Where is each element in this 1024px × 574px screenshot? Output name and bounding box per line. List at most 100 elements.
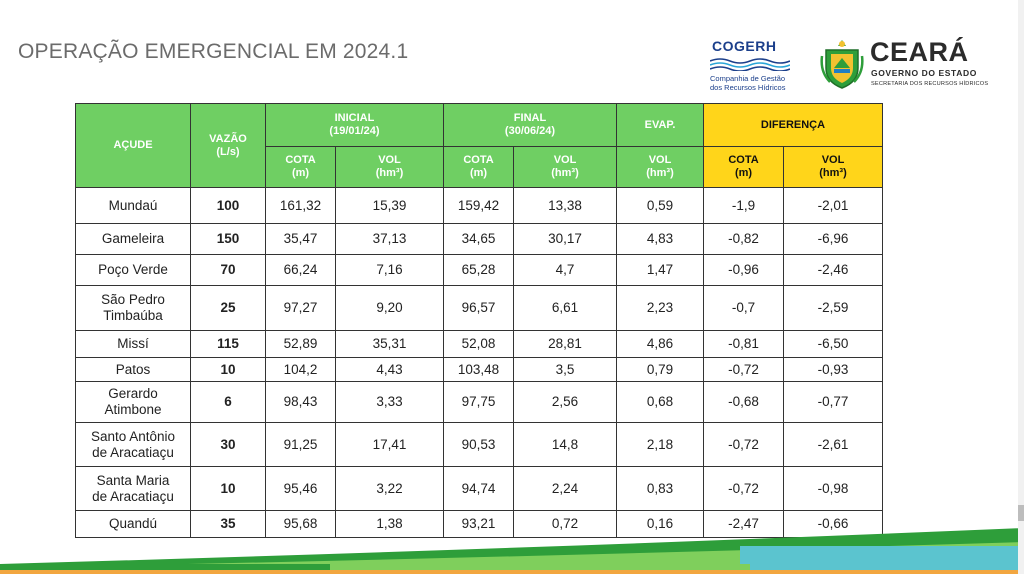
- table-row: Patos 10 104,2 4,43 103,48 3,5 0,79 -0,72 -0,93: [75, 357, 883, 382]
- cell-dif-vol: -6,50: [783, 330, 883, 358]
- acude-name-line: Patos: [115, 361, 151, 377]
- cell-evap-vol: 4,86: [616, 330, 704, 358]
- cogerh-logo: COGERH Companhia de Gestão dos Recursos …: [706, 38, 798, 98]
- cell-acude: Missí: [75, 330, 191, 358]
- header-cota-unit: (m): [734, 167, 753, 179]
- cell-evap-vol: 0,79: [616, 357, 704, 382]
- cell-final-cota: 94,74: [443, 466, 514, 511]
- cell-inicial-vol: 3,33: [335, 381, 444, 423]
- cell-dif-cota: -0,72: [703, 466, 784, 511]
- acude-name-line: Gameleira: [101, 231, 165, 246]
- cell-vazao: 70: [190, 254, 266, 286]
- cell-evap-vol: 2,18: [616, 422, 704, 467]
- table-row: Poço Verde 70 66,24 7,16 65,28 4,7 1,47 -0,96 -2…: [75, 254, 883, 286]
- acude-name-line: Atimbone: [104, 402, 162, 417]
- cell-dif-cota: -0,72: [703, 357, 784, 382]
- cell-final-vol: 0,72: [513, 510, 617, 538]
- cell-final-cota: 52,08: [443, 330, 514, 358]
- acude-name-line: Gerardo: [108, 386, 158, 401]
- header-vazao-label: VAZÃO: [209, 132, 247, 145]
- cell-vazao: 150: [190, 223, 266, 255]
- cell-dif-vol: -6,96: [783, 223, 883, 255]
- water-waves-icon: [710, 58, 790, 71]
- acude-name-line: Santo Antônio: [90, 428, 176, 444]
- bottom-stripes-decoration: [0, 528, 1024, 574]
- cell-vazao: 25: [190, 285, 266, 331]
- header-inicial-date: (19/01/24): [329, 125, 380, 137]
- reservoir-table: AÇUDE VAZÃO (L/s) INICIAL (19/01/24) FIN…: [75, 103, 883, 538]
- cell-final-vol: 2,56: [513, 381, 617, 423]
- cell-dif-vol: -2,46: [783, 254, 883, 286]
- header-vol-label: VOL: [553, 154, 577, 166]
- cell-dif-cota: -0,72: [703, 422, 784, 467]
- header-evap-vol: VOL (hm³): [616, 146, 704, 188]
- table-body: Mundaú 100 161,32 15,39 159,42 13,38 0,59 -1,9-…: [75, 187, 883, 538]
- acude-name-line: Timbaúba: [103, 308, 163, 323]
- cell-inicial-cota: 104,2: [265, 357, 336, 382]
- cell-final-cota: 90,53: [443, 422, 514, 467]
- cell-dif-vol: -2,59: [783, 285, 883, 331]
- cell-evap-vol: 4,83: [616, 223, 704, 255]
- cell-final-vol: 30,17: [513, 223, 617, 255]
- cell-final-vol: 4,7: [513, 254, 617, 286]
- header-cota-label: COTA: [728, 154, 759, 166]
- cell-vazao: 100: [190, 187, 266, 224]
- cell-dif-cota: -0,81: [703, 330, 784, 358]
- cell-inicial-vol: 15,39: [335, 187, 444, 224]
- header-vazao-unit: (L/s): [216, 145, 240, 158]
- header-acude: AÇUDE: [75, 103, 191, 188]
- cell-inicial-vol: 1,38: [335, 510, 444, 538]
- cell-final-cota: 96,57: [443, 285, 514, 331]
- cell-inicial-cota: 66,24: [265, 254, 336, 286]
- cell-final-cota: 34,65: [443, 223, 514, 255]
- cell-inicial-cota: 98,43: [265, 381, 336, 423]
- acude-name-line: São Pedro: [101, 292, 165, 307]
- header-vazao: VAZÃO (L/s): [190, 103, 266, 188]
- cell-dif-cota: -0,96: [703, 254, 784, 286]
- header-inicial-vol: VOL (hm³): [335, 146, 444, 188]
- cell-vazao: 6: [190, 381, 266, 423]
- cell-dif-vol: -0,66: [783, 510, 883, 538]
- cell-vazao: 10: [190, 357, 266, 382]
- cell-acude: Poço Verde: [75, 254, 191, 286]
- cell-final-cota: 97,75: [443, 381, 514, 423]
- scrollbar-thumb[interactable]: [1018, 505, 1024, 521]
- cell-vazao: 10: [190, 466, 266, 511]
- header-final-label: FINAL: [513, 112, 547, 124]
- cell-final-vol: 13,38: [513, 187, 617, 224]
- header-vol-unit: (hm³): [646, 167, 674, 179]
- header-vol-label: VOL: [378, 154, 401, 166]
- cell-inicial-cota: 161,32: [265, 187, 336, 224]
- cell-evap-vol: 0,59: [616, 187, 704, 224]
- vertical-scrollbar[interactable]: [1018, 0, 1024, 574]
- cell-inicial-vol: 37,13: [335, 223, 444, 255]
- cell-inicial-cota: 35,47: [265, 223, 336, 255]
- cogerh-subtitle-line: dos Recursos Hídricos: [710, 83, 786, 92]
- cell-evap-vol: 0,68: [616, 381, 704, 423]
- cell-evap-vol: 0,16: [616, 510, 704, 538]
- acude-name-line: de Aracatiaçu: [92, 444, 174, 460]
- header-dif-cota: COTA (m): [703, 146, 784, 188]
- table-row: Santa Maria de Aracatiaçu 10 95,46 3,22 94,74…: [75, 466, 883, 511]
- header-vol-label: VOL: [648, 154, 672, 166]
- cell-dif-cota: -0,82: [703, 223, 784, 255]
- acude-name-line: de Aracatiaçu: [92, 488, 174, 504]
- cell-final-vol: 14,8: [513, 422, 617, 467]
- cell-dif-vol: -2,61: [783, 422, 883, 467]
- cell-vazao: 115: [190, 330, 266, 358]
- cell-evap-vol: 1,47: [616, 254, 704, 286]
- header-vol-unit: (hm³): [551, 167, 579, 179]
- cell-final-vol: 6,61: [513, 285, 617, 331]
- header-cota-label: COTA: [285, 154, 316, 166]
- ceara-logo: CEARÁ GOVERNO DO ESTADO SECRETARIA DOS R…: [818, 36, 998, 98]
- cell-acude: Mundaú: [75, 187, 191, 224]
- table-row: Mundaú 100 161,32 15,39 159,42 13,38 0,59 -1,9-…: [75, 187, 883, 224]
- cell-final-cota: 159,42: [443, 187, 514, 224]
- cogerh-subtitle-line: Companhia de Gestão: [710, 74, 786, 83]
- header-final-date: (30/06/24): [504, 125, 556, 137]
- cell-acude: Patos: [75, 357, 191, 382]
- header-final: FINAL (30/06/24): [443, 103, 617, 147]
- cell-dif-cota: -0,68: [703, 381, 784, 423]
- cogerh-logo-name: COGERH: [712, 38, 777, 54]
- acude-name-line: Missí: [117, 336, 149, 351]
